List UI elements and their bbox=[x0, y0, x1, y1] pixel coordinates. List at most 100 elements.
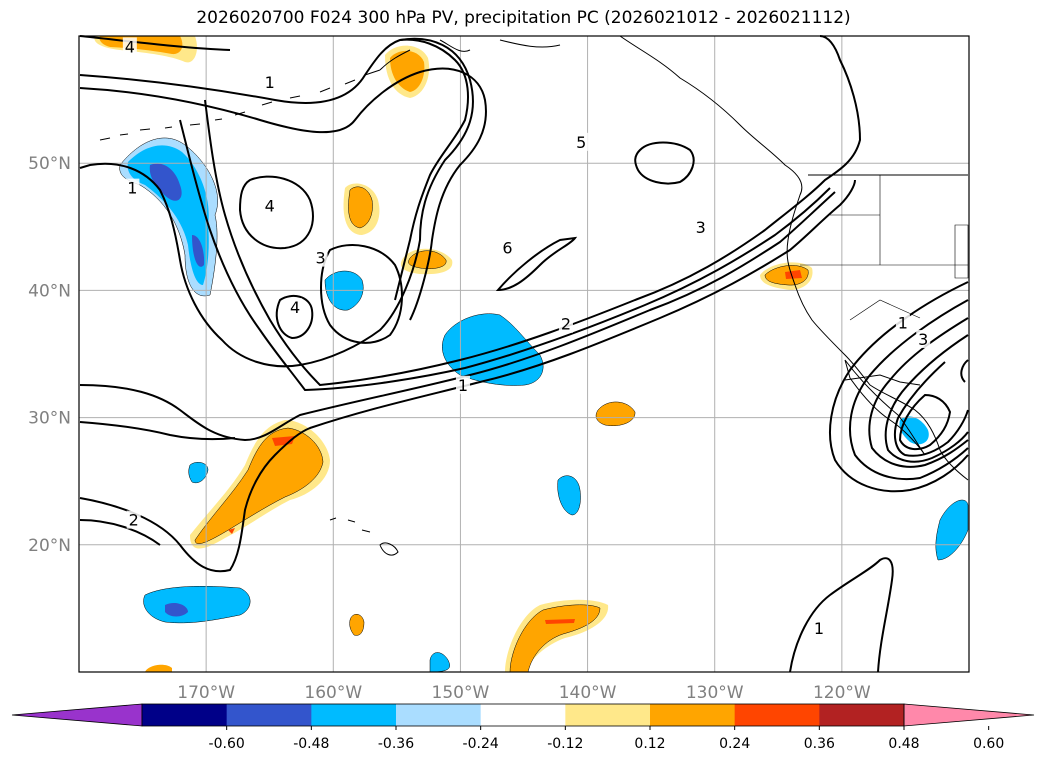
colorbar-tick-labels: -0.60 -0.48 -0.36 -0.24 -0.12 0.12 0.24 0.36 0.4… bbox=[209, 736, 1005, 752]
lat-label: 40°N bbox=[28, 281, 71, 301]
precip-positive-patch bbox=[145, 664, 172, 672]
colorbar-tick-label: -0.60 bbox=[209, 736, 245, 752]
precip-negative-patch bbox=[429, 652, 450, 673]
precip-negative-patch bbox=[935, 499, 969, 561]
colorbar-tick-label: -0.48 bbox=[293, 736, 329, 752]
pv-contour-line bbox=[898, 393, 952, 451]
contour-label: 1 bbox=[898, 313, 908, 332]
contour-label: 1 bbox=[814, 619, 824, 638]
coastline bbox=[99, 35, 969, 556]
contour-label-bg bbox=[916, 330, 931, 349]
contour-label: 1 bbox=[265, 73, 275, 92]
contour-label-bg bbox=[262, 73, 277, 92]
lat-label: 20°N bbox=[28, 536, 71, 556]
contour-label: 1 bbox=[458, 376, 468, 395]
precip-positive-patch bbox=[194, 427, 324, 544]
pv-contour-line bbox=[495, 236, 578, 292]
lat-label: 50°N bbox=[28, 154, 71, 174]
colorbar-swatch bbox=[565, 704, 651, 726]
precip-positive-patch bbox=[349, 614, 365, 636]
pv-contour-line bbox=[868, 317, 969, 468]
north-america-west-coast bbox=[619, 35, 969, 481]
precip-negative-patch bbox=[165, 602, 188, 617]
contour-label-bg bbox=[811, 618, 826, 637]
lon-label: 120°W bbox=[813, 683, 871, 703]
pv-contour-line bbox=[79, 519, 161, 546]
colorbar-swatch bbox=[396, 704, 482, 726]
contour-label-bg bbox=[895, 313, 910, 332]
colorbar-swatch bbox=[819, 704, 905, 726]
colorbar-tick-label: 0.36 bbox=[804, 736, 835, 752]
map-title: 2026020700 F024 300 hPa PV, precipitatio… bbox=[196, 8, 851, 28]
colorbar-tick-label: -0.24 bbox=[463, 736, 499, 752]
precip-positive-patch bbox=[785, 270, 802, 279]
colorbar-swatch bbox=[480, 704, 566, 726]
contour-label: 4 bbox=[290, 298, 300, 317]
longitude-labels: 170°W 160°W 150°W 140°W 130°W 120°W bbox=[177, 683, 871, 703]
contour-label: 2 bbox=[129, 511, 139, 530]
colorbar-swatch bbox=[734, 704, 820, 726]
lon-label: 150°W bbox=[432, 683, 490, 703]
contour-label-bg bbox=[125, 178, 140, 197]
pv-contour-line bbox=[394, 38, 469, 301]
contour-label-bg bbox=[455, 375, 470, 394]
pv-contour-line bbox=[275, 294, 314, 340]
contour-label-bg bbox=[313, 248, 328, 267]
map-gridlines bbox=[79, 36, 969, 672]
contour-label-bg bbox=[558, 314, 573, 333]
contour-label: 5 bbox=[576, 133, 586, 152]
colorbar-swatch bbox=[226, 704, 312, 726]
pv-contour-line bbox=[79, 179, 856, 573]
pv-contour-line bbox=[849, 299, 969, 481]
contour-label-bg bbox=[122, 37, 137, 56]
precip-positive-patch bbox=[595, 401, 636, 426]
precip-negative-patch bbox=[143, 586, 251, 624]
colorbar-tick-label: -0.36 bbox=[378, 736, 414, 752]
precip-negative-patch bbox=[188, 462, 209, 484]
state-borders bbox=[800, 175, 969, 321]
pv-contour-line bbox=[204, 35, 862, 387]
precip-negative-patch bbox=[899, 416, 929, 445]
contour-label-bg bbox=[500, 238, 515, 257]
contour-label-bg bbox=[288, 298, 303, 317]
lon-label: 160°W bbox=[304, 683, 362, 703]
colorbar-swatch bbox=[311, 704, 397, 726]
pv-contour-line bbox=[79, 67, 487, 321]
colorbar-swatch bbox=[650, 704, 736, 726]
colorbar-tick-label: 0.24 bbox=[719, 736, 750, 752]
contour-label: 6 bbox=[502, 238, 512, 257]
hawaii-islands bbox=[329, 517, 399, 556]
colorbar-tick-label: -0.12 bbox=[547, 736, 583, 752]
precip-positive-patch bbox=[545, 619, 575, 624]
contour-label: 3 bbox=[696, 218, 706, 237]
contour-label: 3 bbox=[918, 330, 928, 349]
pv-contour-line bbox=[960, 359, 969, 383]
colorbar-tick-label: 0.48 bbox=[888, 736, 919, 752]
latitude-labels: 20°N 30°N 40°N 50°N bbox=[28, 154, 71, 556]
map-frame bbox=[78, 35, 970, 673]
colorbar-tick-label: 0.12 bbox=[634, 736, 665, 752]
colorbar-extend-high bbox=[903, 703, 1035, 727]
precip-negative-patch bbox=[149, 163, 205, 267]
lon-label: 140°W bbox=[559, 683, 617, 703]
pv-contour-line bbox=[893, 361, 969, 457]
precip-positive-patch bbox=[348, 186, 373, 229]
pv-contour-line bbox=[79, 37, 474, 368]
contour-label-bg bbox=[126, 510, 141, 529]
contour-label-bg bbox=[574, 132, 589, 151]
colorbar bbox=[11, 703, 1035, 730]
pv-contour-line bbox=[634, 141, 695, 185]
contour-label-bg bbox=[262, 196, 277, 215]
pv-contour-line bbox=[79, 421, 236, 441]
pv-contour-line bbox=[789, 557, 894, 673]
lat-label: 30°N bbox=[28, 409, 71, 429]
colorbar-swatch bbox=[142, 704, 228, 726]
precip-negative-patch bbox=[127, 145, 209, 285]
contour-label: 3 bbox=[315, 249, 325, 268]
pv-contour-line bbox=[79, 35, 231, 51]
pv-contour-line bbox=[79, 191, 836, 442]
contour-label: 2 bbox=[561, 315, 571, 334]
contour-label: 1 bbox=[127, 179, 137, 198]
